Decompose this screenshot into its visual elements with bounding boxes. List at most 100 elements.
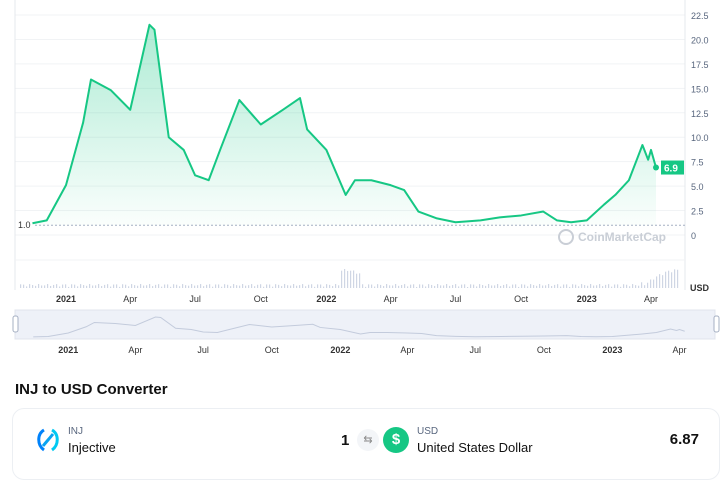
volume-bar xyxy=(626,284,628,288)
volume-bar xyxy=(98,284,100,288)
converter-card: INJ Injective 1 ⇆ $ USD United States Do… xyxy=(12,408,720,480)
volume-bar xyxy=(347,270,349,288)
volume-bar xyxy=(521,284,523,288)
y-tick-label: 15.0 xyxy=(691,84,709,94)
volume-bar xyxy=(26,286,28,288)
volume-bar xyxy=(272,286,274,288)
volume-bar xyxy=(239,285,241,288)
volume-bar xyxy=(677,269,679,288)
volume-bar xyxy=(350,270,352,288)
volume-bar xyxy=(83,285,85,288)
x-tick-label: Oct xyxy=(514,294,529,304)
volume-bar xyxy=(302,284,304,288)
volume-bar xyxy=(620,286,622,288)
volume-bar xyxy=(527,286,529,288)
volume-bar xyxy=(245,285,247,288)
volume-bar xyxy=(386,284,388,288)
volume-bar xyxy=(362,284,364,288)
volume-bar xyxy=(314,286,316,288)
to-currency-name[interactable]: United States Dollar xyxy=(417,440,533,455)
volume-bar xyxy=(113,284,115,288)
y-tick-label: 5.0 xyxy=(691,182,704,192)
x-tick-label: Oct xyxy=(254,294,269,304)
volume-bar xyxy=(182,284,184,288)
volume-bar xyxy=(488,284,490,288)
volume-bar xyxy=(458,286,460,288)
volume-bar xyxy=(50,285,52,288)
volume-bar xyxy=(80,284,82,288)
volume-bar xyxy=(605,284,607,288)
volume-bar xyxy=(572,284,574,288)
volume-bar xyxy=(119,286,121,288)
volume-bar xyxy=(668,270,670,288)
volume-bar xyxy=(641,282,643,288)
volume-bar xyxy=(74,284,76,288)
current-price-dot xyxy=(652,164,659,171)
volume-bar xyxy=(110,286,112,288)
volume-bar xyxy=(356,273,358,288)
x-tick-label: Apr xyxy=(644,294,658,304)
volume-bar xyxy=(548,284,550,288)
volume-bar xyxy=(674,269,676,288)
volume-bar xyxy=(530,284,532,288)
volume-bar xyxy=(53,284,55,288)
volume-bar xyxy=(248,285,250,288)
y-tick-label: 7.5 xyxy=(691,158,704,168)
navigator-left-handle[interactable] xyxy=(12,315,19,333)
x-tick-label: Jul xyxy=(189,294,201,304)
volume-bar xyxy=(104,284,106,288)
volume-bar xyxy=(233,284,235,288)
volume-bar xyxy=(215,284,217,288)
volume-bar xyxy=(227,284,229,288)
volume-bar xyxy=(320,284,322,288)
navigator-x-tick-label: Oct xyxy=(537,345,552,355)
volume-bar xyxy=(407,286,409,288)
volume-bar xyxy=(224,284,226,288)
volume-bar xyxy=(116,284,118,288)
navigator-x-tick-label: 2021 xyxy=(58,345,78,355)
volume-bar xyxy=(536,285,538,288)
volume-bar xyxy=(293,284,295,288)
volume-bar xyxy=(341,270,343,288)
volume-bar xyxy=(374,286,376,288)
navigator-x-tick-label: Apr xyxy=(672,345,686,355)
volume-bar xyxy=(242,284,244,288)
navigator-right-handle[interactable] xyxy=(713,315,720,333)
volume-bar xyxy=(557,284,559,288)
volume-bar xyxy=(404,284,406,288)
volume-bar xyxy=(635,285,637,288)
from-currency-name[interactable]: Injective xyxy=(68,440,116,455)
y-tick-label: 0 xyxy=(691,231,696,241)
volume-bar xyxy=(599,284,601,288)
navigator-range xyxy=(14,309,716,340)
volume-bar xyxy=(278,284,280,288)
volume-bar xyxy=(323,286,325,288)
volume-bar xyxy=(140,284,142,288)
volume-bar xyxy=(209,284,211,288)
volume-bar xyxy=(149,284,151,288)
volume-bar xyxy=(449,285,451,288)
y-tick-label: 22.5 xyxy=(691,11,709,21)
volume-bar xyxy=(92,285,94,288)
volume-bar xyxy=(629,286,631,288)
volume-bar xyxy=(128,286,130,288)
volume-bar xyxy=(59,286,61,288)
volume-bar xyxy=(365,286,367,288)
navigator-x-tick-label: 2022 xyxy=(330,345,350,355)
navigator-x-tick-label: Jul xyxy=(469,345,481,355)
price-area xyxy=(32,24,656,226)
price-chart[interactable]: 0 2.5 5.0 7.5 10.0 12.5 15.0 17.5 20.0 22.5 1.0 6.9… xyxy=(0,0,720,370)
navigator-x-tick-label: Jul xyxy=(197,345,209,355)
volume-bar xyxy=(398,285,400,288)
volume-bar xyxy=(596,285,598,288)
volume-bar xyxy=(335,284,337,288)
swap-arrows-icon[interactable]: ⇆ xyxy=(357,429,379,451)
from-currency-code: INJ xyxy=(68,426,83,437)
volume-bar xyxy=(131,284,133,288)
volume-bar xyxy=(560,286,562,288)
volume-bar xyxy=(65,284,67,288)
volume-bar xyxy=(269,284,271,288)
amount-input[interactable]: 1 xyxy=(341,432,350,449)
volume-bar xyxy=(371,284,373,288)
volume-bar xyxy=(503,284,505,288)
